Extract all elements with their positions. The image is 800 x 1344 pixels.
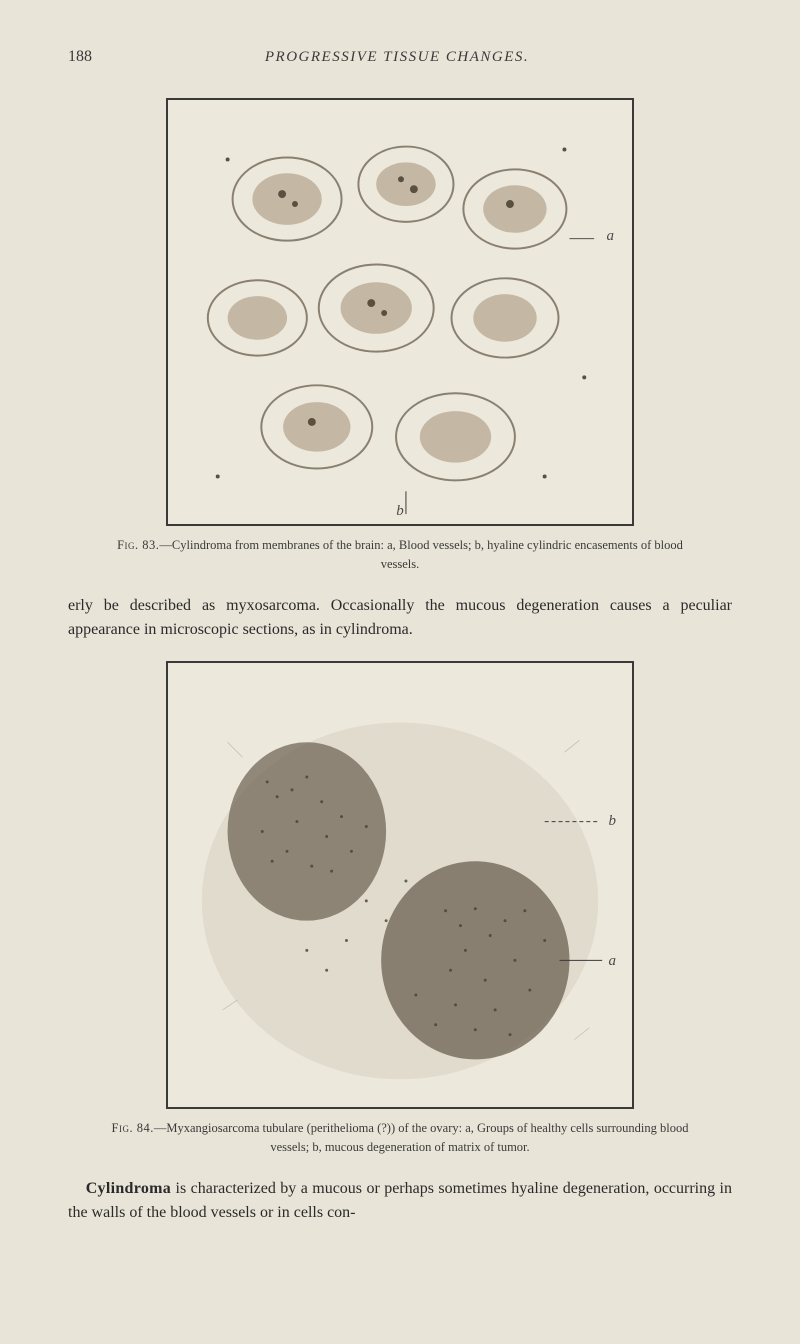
figure-83-label-a: a: [607, 228, 615, 245]
body-paragraph-2: Cylindroma is characterized by a mucous …: [68, 1177, 732, 1227]
figure-83-label: Fig. 83.: [117, 538, 159, 552]
figure-83-image: a b: [168, 100, 632, 524]
figure-83-frame: a b: [166, 98, 634, 526]
cylindroma-illustration: [168, 100, 632, 524]
myxangiosarcoma-illustration: [168, 663, 632, 1107]
page-header: 188 PROGRESSIVE TISSUE CHANGES.: [68, 48, 732, 66]
figure-84-frame: b a: [166, 661, 634, 1109]
figure-84-caption-text: —Myxangiosarcoma tubulare (perithelioma …: [154, 1121, 689, 1154]
term-cylindroma: Cylindroma: [86, 1180, 171, 1197]
figure-84-image: b a: [168, 663, 632, 1107]
body-paragraph-1: erly be described as myxosarcoma. Occasi…: [68, 594, 732, 644]
figure-84-label-a: a: [609, 953, 617, 970]
running-title: PROGRESSIVE TISSUE CHANGES.: [62, 49, 732, 66]
figure-83-caption: Fig. 83.—Cylindroma from membranes of th…: [110, 536, 690, 574]
figure-83-label-b: b: [396, 503, 404, 520]
figure-84-label-b: b: [609, 813, 617, 830]
figure-83-caption-text: —Cylindroma from membranes of the brain:…: [159, 538, 683, 571]
figure-84-label: Fig. 84.: [112, 1121, 154, 1135]
figure-84-caption: Fig. 84.—Myxangiosarcoma tubulare (perit…: [110, 1119, 690, 1157]
